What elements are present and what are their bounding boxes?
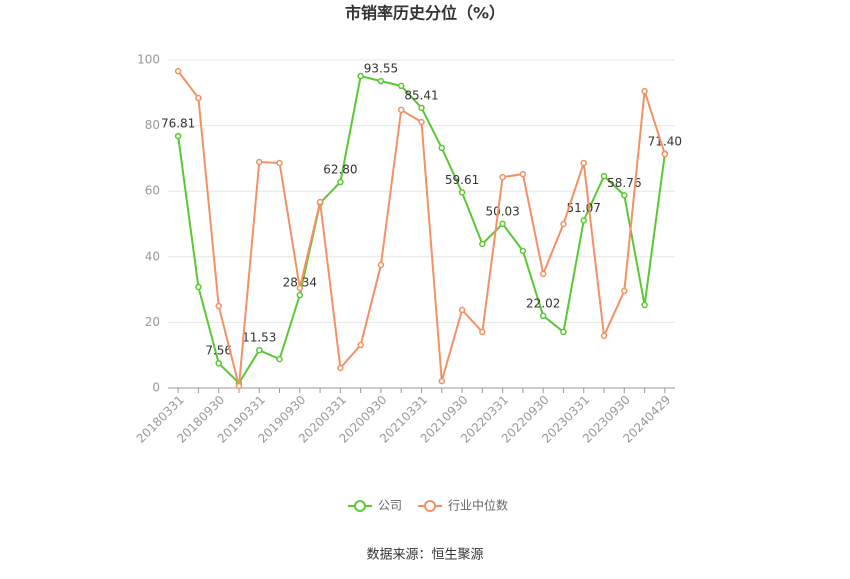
point (560, 220, 567, 228)
y-tick-label: 40 (145, 249, 160, 263)
point (641, 87, 648, 95)
point (519, 247, 527, 255)
point (418, 118, 425, 126)
point (215, 302, 222, 310)
y-tick-label: 80 (145, 118, 160, 132)
point (600, 332, 608, 340)
point (499, 220, 506, 228)
value-label: 51.07 (567, 201, 601, 215)
point (479, 328, 486, 336)
value-label: 11.53 (242, 331, 276, 345)
value-label: 22.02 (526, 296, 560, 310)
point (397, 82, 405, 90)
y-tick-label: 100 (137, 53, 160, 67)
point (397, 106, 405, 114)
chart-title: 市销率历史分位（%） (345, 4, 505, 23)
point (256, 346, 263, 354)
point (438, 377, 446, 385)
point (438, 144, 446, 152)
y-tick-label: 60 (145, 184, 160, 198)
source-note: 数据来源：恒生聚源 (366, 548, 483, 563)
point (195, 283, 202, 291)
point (600, 172, 608, 180)
point (479, 240, 486, 248)
y-tick-label: 0 (152, 381, 160, 395)
point (621, 287, 628, 295)
point (276, 159, 283, 167)
point (580, 217, 587, 224)
value-label: 58.76 (607, 176, 641, 190)
point (621, 192, 628, 199)
point (195, 94, 202, 102)
point (174, 132, 182, 140)
value-label: 85.41 (404, 88, 438, 102)
point (499, 173, 506, 181)
legend-label: 公司 (378, 499, 402, 513)
y-tick-label: 20 (145, 315, 160, 329)
point (377, 261, 385, 269)
value-label: 93.55 (364, 62, 398, 76)
point (560, 328, 567, 336)
point (276, 355, 283, 363)
point (539, 270, 547, 278)
point (377, 77, 385, 85)
point (539, 312, 547, 320)
point (174, 67, 182, 75)
point (296, 291, 304, 299)
value-label: 62.80 (323, 163, 357, 177)
point (357, 341, 364, 349)
point (580, 159, 587, 167)
point (215, 359, 222, 367)
point (519, 170, 527, 178)
legend-marker (354, 500, 366, 512)
point (296, 284, 304, 292)
value-label: 59.61 (445, 173, 479, 187)
point (418, 104, 425, 112)
legend-marker (424, 500, 437, 512)
value-label: 50.03 (485, 204, 519, 218)
value-label: 76.81 (161, 117, 195, 131)
legend-label: 行业中位数 (448, 498, 508, 513)
point (337, 364, 344, 372)
point (316, 198, 324, 206)
point (235, 382, 243, 390)
point (641, 301, 648, 309)
point (337, 178, 344, 186)
point (661, 150, 669, 158)
value-label: 7.56 (205, 344, 232, 358)
point (357, 72, 364, 80)
point (458, 189, 466, 196)
value-label: 71.40 (648, 134, 682, 148)
point (256, 158, 263, 166)
point (458, 306, 466, 314)
